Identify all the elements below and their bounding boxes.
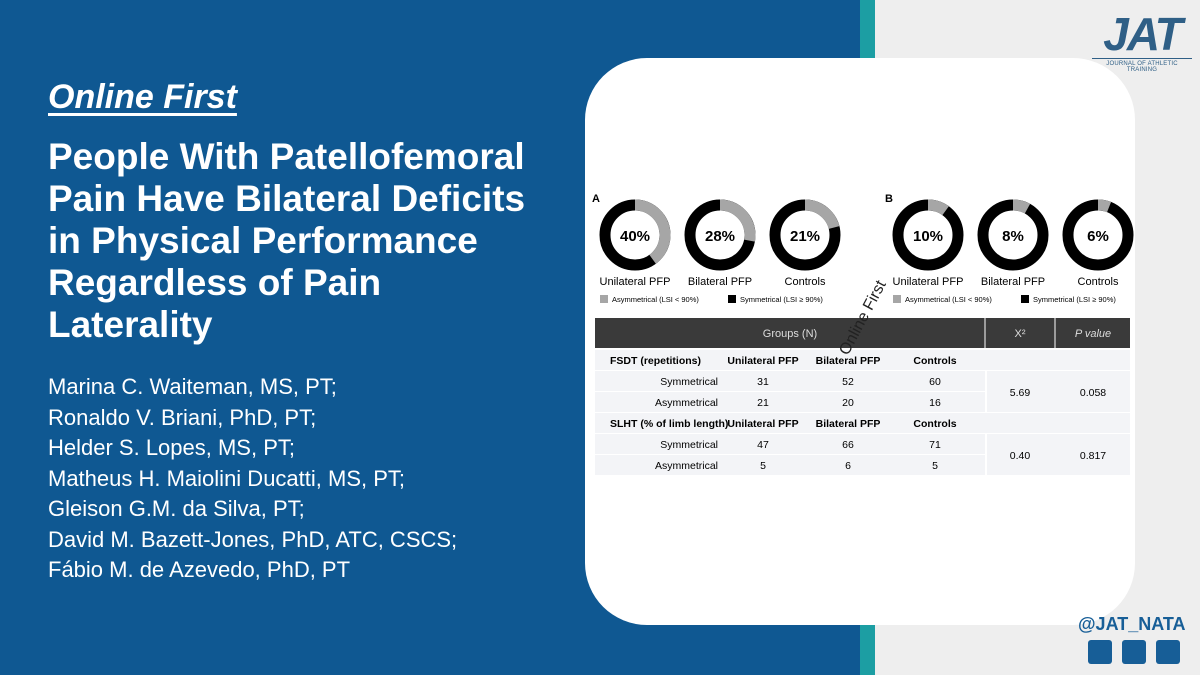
kicker: Online First: [48, 78, 237, 116]
donut-segment: [1097, 199, 1112, 213]
table-header: Groups (N): [763, 328, 817, 340]
facebook-icon[interactable]: [1122, 640, 1146, 664]
row-bg: [595, 434, 985, 454]
legend-swatch: [600, 295, 608, 303]
column-name: Bilateral PFP: [816, 355, 881, 367]
column-name: Controls: [913, 418, 956, 430]
logo-subtitle: JOURNAL OF ATHLETIC TRAINING: [1092, 58, 1192, 73]
donut-segment: [719, 199, 756, 242]
donut-label: 6%: [1087, 228, 1109, 245]
donut-label: 10%: [913, 228, 943, 245]
article-title: People With Patellofemoral Pain Have Bil…: [48, 136, 526, 345]
social-icons: [1088, 640, 1180, 664]
author: Ronaldo V. Briani, PhD, PT;: [48, 404, 317, 430]
donut-label: 40%: [620, 228, 650, 245]
column-name: Controls: [913, 355, 956, 367]
donut-name: Controls: [1078, 276, 1119, 288]
cell: 5: [760, 460, 766, 472]
row-bg: [595, 455, 985, 475]
panel-label: A: [592, 193, 600, 205]
legend-swatch: [728, 295, 736, 303]
author: Matheus H. Maiolini Ducatti, MS, PT;: [48, 465, 406, 491]
legend-label: Symmetrical (LSI ≥ 90%): [1033, 295, 1116, 304]
donut-segment: [804, 199, 840, 230]
cell: 20: [842, 397, 854, 409]
logo-mark: JAT: [1103, 8, 1183, 60]
social-handle: @JAT_NATA: [1078, 614, 1186, 634]
table-header: P value: [1075, 328, 1111, 340]
row-label: Asymmetrical: [655, 397, 718, 409]
cell: 16: [929, 397, 941, 409]
donut-name: Unilateral PFP: [600, 276, 671, 288]
donut-name: Controls: [785, 276, 826, 288]
donut-label: 21%: [790, 228, 820, 245]
author: David M. Bazett-Jones, PhD, ATC, CSCS;: [48, 526, 458, 552]
table-header: X²: [1015, 328, 1026, 340]
cell: 21: [757, 397, 769, 409]
column-name: Unilateral PFP: [727, 418, 798, 430]
donut-segment: [927, 199, 949, 216]
donut-label: 28%: [705, 228, 735, 245]
figure-card: A 40% Unilateral PFP 28% Bilateral PFP 21% Con…: [585, 58, 1135, 625]
row-bg: [595, 392, 985, 412]
cell: 52: [842, 376, 854, 388]
p-value: 0.817: [1080, 450, 1106, 462]
donut-segment: [1012, 199, 1031, 214]
author: Fábio M. de Azevedo, PhD, PT: [48, 557, 351, 582]
logo: JAT JOURNAL OF ATHLETIC TRAINING: [1092, 10, 1192, 73]
chi-square: 5.69: [1010, 387, 1031, 399]
donut-name: Unilateral PFP: [893, 276, 964, 288]
cell: 6: [845, 460, 851, 472]
row-label: Symmetrical: [660, 439, 718, 451]
column-name: Bilateral PFP: [816, 418, 881, 430]
row-bg: [987, 434, 1130, 475]
row-bg: [595, 371, 985, 391]
donut-label: 8%: [1002, 228, 1024, 245]
cell: 71: [929, 439, 941, 451]
legend-label: Asymmetrical (LSI < 90%): [612, 295, 699, 304]
row-bg: [987, 371, 1130, 412]
legend-swatch: [893, 295, 901, 303]
cell: 47: [757, 439, 769, 451]
p-value: 0.058: [1080, 387, 1106, 399]
column-name: Unilateral PFP: [727, 355, 798, 367]
section-name: FSDT (repetitions): [610, 355, 701, 367]
cell: 31: [757, 376, 769, 388]
legend-swatch: [1021, 295, 1029, 303]
row-bg: [595, 413, 1130, 433]
cell: 5: [932, 460, 938, 472]
donut-name: Bilateral PFP: [981, 276, 1045, 288]
author: Gleison G.M. da Silva, PT;: [48, 496, 305, 521]
instagram-icon[interactable]: [1156, 640, 1180, 664]
donut-name: Bilateral PFP: [688, 276, 752, 288]
cell: 66: [842, 439, 854, 451]
author: Helder S. Lopes, MS, PT;: [48, 435, 295, 460]
panel-label: B: [885, 193, 893, 205]
authors: Marina C. Waiteman, MS, PT; Ronaldo V. Br…: [48, 372, 457, 586]
figure: A 40% Unilateral PFP 28% Bilateral PFP 21% Con…: [592, 193, 1134, 475]
donut-segment: [634, 199, 671, 264]
row-bg: [595, 350, 1130, 370]
twitter-icon[interactable]: [1088, 640, 1112, 664]
author: Marina C. Waiteman, MS, PT;: [48, 374, 337, 399]
legend-label: Asymmetrical (LSI < 90%): [905, 295, 992, 304]
cell: 60: [929, 376, 941, 388]
legend-label: Symmetrical (LSI ≥ 90%): [740, 295, 823, 304]
row-label: Symmetrical: [660, 376, 718, 388]
chi-square: 0.40: [1010, 450, 1031, 462]
table-header-bg: [595, 318, 1130, 348]
row-label: Asymmetrical: [655, 460, 718, 472]
section-name: SLHT (% of limb length): [610, 418, 728, 430]
